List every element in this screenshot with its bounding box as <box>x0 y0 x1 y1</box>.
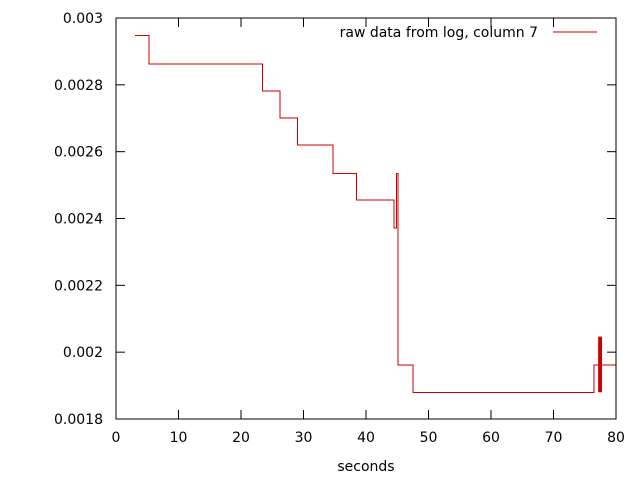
y-tick-label: 0.0018 <box>54 412 103 428</box>
x-tick-label: 30 <box>295 430 313 446</box>
x-tick-label: 60 <box>482 430 500 446</box>
y-tick-label: 0.0026 <box>54 145 103 161</box>
y-tick-label: 0.0024 <box>54 212 103 228</box>
y-tick-label: 0.002 <box>63 345 103 361</box>
y-tick-label: 0.0022 <box>54 278 103 294</box>
x-tick-labels: 0 10 20 30 40 50 60 70 80 <box>112 430 625 446</box>
y-tick-label: 0.003 <box>63 11 103 27</box>
x-tick-label: 50 <box>420 430 438 446</box>
x-tick-label: 20 <box>232 430 250 446</box>
legend-label: raw data from log, column 7 <box>340 25 538 41</box>
y-tick-labels: 0.0018 0.002 0.0022 0.0024 0.0026 0.0028 0.003 <box>54 11 103 428</box>
x-tick-label: 10 <box>170 430 188 446</box>
series-line <box>134 35 616 393</box>
plot-frame <box>115 17 617 420</box>
legend: raw data from log, column 7 <box>340 25 597 41</box>
x-tick-label: 0 <box>112 430 121 446</box>
series-layer <box>134 35 616 393</box>
x-tick-label: 80 <box>607 430 625 446</box>
x-tick-label: 40 <box>357 430 375 446</box>
y-tick-label: 0.0028 <box>54 78 103 94</box>
x-tick-label: 70 <box>545 430 563 446</box>
x-axis-label: seconds <box>337 459 394 475</box>
